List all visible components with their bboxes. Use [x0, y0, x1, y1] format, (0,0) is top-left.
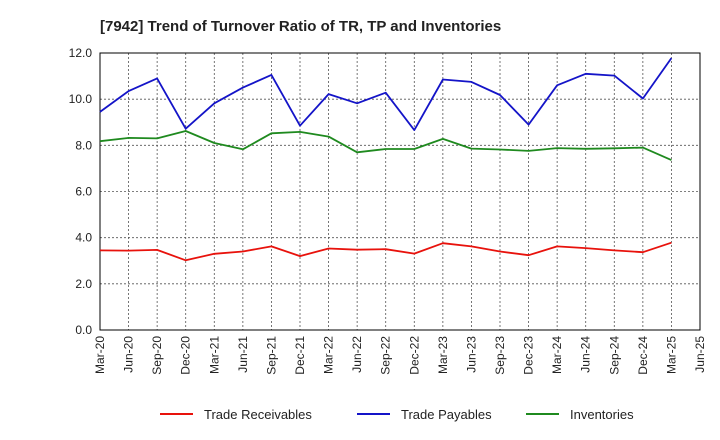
series: [99, 57, 673, 262]
y-tick-label: 12.0: [69, 46, 93, 60]
x-tick-label: Sep-24: [607, 336, 621, 375]
y-tick-label: 4.0: [75, 231, 92, 245]
x-tick-label: Mar-23: [436, 336, 450, 374]
x-tick-label: Dec-22: [407, 336, 421, 375]
x-tick-label: Jun-24: [579, 336, 593, 373]
x-tick-label: Dec-20: [179, 336, 193, 375]
legend-label: Trade Receivables: [204, 407, 312, 422]
y-tick-label: 6.0: [75, 185, 92, 199]
x-tick-label: Mar-22: [322, 336, 336, 374]
series-line: [99, 241, 672, 262]
x-tick-label: Sep-20: [150, 336, 164, 375]
x-tick-label: Mar-21: [207, 336, 221, 374]
x-tick-label: Sep-21: [264, 336, 278, 375]
y-tick-label: 0.0: [75, 323, 92, 337]
x-tick-label: Jun-25: [693, 336, 707, 373]
x-tick-label: Dec-21: [293, 336, 307, 375]
x-tick-label: Dec-24: [636, 336, 650, 375]
x-tick-label: Dec-23: [522, 336, 536, 375]
x-axis-ticks: Mar-20 Jun-20 Sep-20 Dec-20 Mar-21 Jun-21 Sep-…: [93, 336, 707, 375]
plot-frame: [99, 52, 701, 331]
legend-label: Inventories: [570, 407, 634, 422]
x-tick-label: Jun-22: [350, 336, 364, 373]
x-tick-label: Jun-23: [464, 336, 478, 373]
x-tick-label: Jun-21: [236, 336, 250, 373]
x-tick-label: Mar-24: [550, 336, 564, 374]
y-tick-label: 10.0: [69, 92, 93, 106]
x-tick-label: Mar-20: [93, 336, 107, 374]
legend: Trade Receivables Trade Payables Inventori…: [160, 407, 634, 422]
y-tick-label: 8.0: [75, 138, 92, 152]
y-tick-label: 2.0: [75, 277, 92, 291]
x-tick-label: Mar-25: [664, 336, 678, 374]
x-tick-label: Sep-23: [493, 336, 507, 375]
x-tick-label: Jun-20: [122, 336, 136, 373]
x-tick-label: Sep-22: [379, 336, 393, 375]
y-axis-ticks: 0.0 2.0 4.0 6.0 8.0 10.0 12.0: [69, 46, 93, 337]
series-line: [99, 57, 673, 132]
chart-title: [7942] Trend of Turnover Ratio of TR, TP…: [100, 18, 501, 35]
series-line: [99, 130, 672, 161]
grid: [100, 53, 700, 330]
legend-label: Trade Payables: [401, 407, 492, 422]
